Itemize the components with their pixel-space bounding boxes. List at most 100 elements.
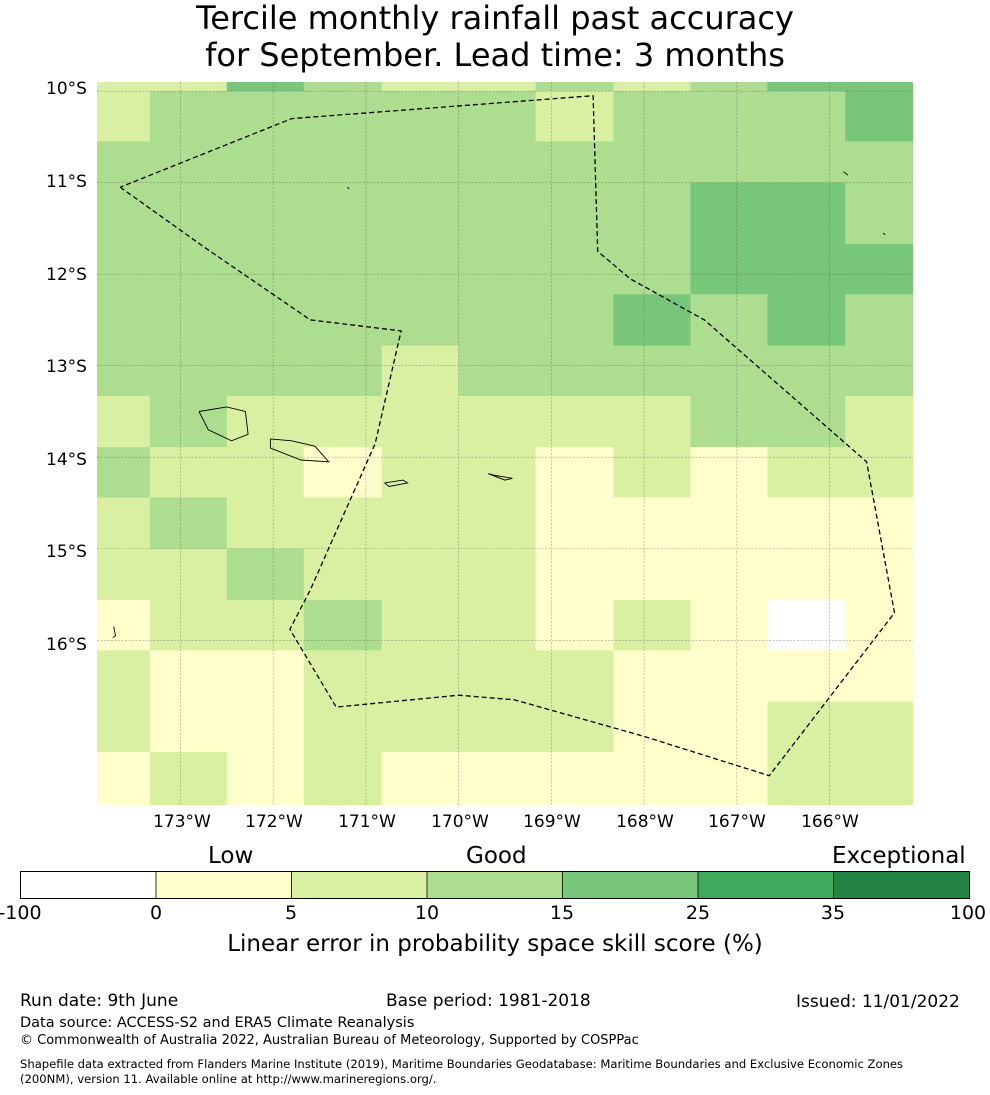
grid-cell — [97, 91, 151, 143]
colorbar-frame — [20, 871, 970, 899]
grid-cell — [226, 141, 305, 184]
colorbar-swatch-3 — [427, 871, 563, 899]
grid-cell — [226, 91, 305, 143]
grid-cell — [767, 243, 846, 295]
grid-cell — [690, 600, 769, 651]
grid-cell — [535, 751, 615, 805]
grid-cell — [149, 497, 228, 550]
grid-cell — [458, 548, 537, 601]
grid-cell — [97, 182, 151, 245]
lat-label-14s: 14°S — [46, 450, 87, 470]
grid-cell — [226, 497, 305, 550]
island-outline — [488, 473, 513, 481]
grid-cell — [535, 141, 615, 184]
grid-cell — [535, 82, 615, 92]
grid-cell — [767, 395, 846, 448]
grid-cell — [97, 548, 151, 601]
grid-cell — [458, 395, 537, 448]
grid-cell — [97, 294, 151, 347]
grid-cell — [149, 91, 228, 143]
grid-cell — [767, 141, 846, 184]
grid-cell — [613, 548, 692, 601]
grid-cell — [845, 141, 913, 184]
grid-cell — [97, 600, 151, 651]
grid-cell — [613, 447, 692, 499]
grid-cell — [767, 600, 846, 651]
grid-cell — [381, 650, 460, 703]
grid-cell — [613, 497, 692, 550]
grid-cell — [97, 497, 151, 550]
colorbar-swatch-1 — [156, 871, 292, 899]
skill-map — [97, 82, 913, 805]
grid-cell — [458, 600, 537, 651]
grid-cell — [97, 395, 151, 448]
grid-cell — [226, 395, 305, 448]
grid-cell — [767, 345, 846, 397]
graticule — [97, 82, 913, 805]
issued-date: Issued: 11/01/2022 — [796, 992, 960, 1012]
grid-cell — [97, 650, 151, 703]
lon-label-167w: 167°W — [708, 812, 766, 832]
grid-cell — [458, 243, 537, 295]
title-line-1: Tercile monthly rainfall past accuracy — [196, 0, 794, 37]
colorbar-tick-6: 35 — [820, 902, 846, 924]
grid-cell — [613, 701, 692, 753]
grid-cell — [845, 497, 913, 550]
grid-cell — [458, 497, 537, 550]
grid-cell — [845, 395, 913, 448]
colorbar-swatch-5 — [698, 871, 834, 899]
grid-cell — [535, 243, 615, 295]
grid-cell — [381, 82, 460, 92]
grid-cell — [690, 751, 769, 805]
grid-cell — [845, 345, 913, 397]
colorbar — [20, 871, 970, 899]
grid-cell — [845, 294, 913, 347]
data-source: Data source: ACCESS-S2 and ERA5 Climate … — [20, 1015, 415, 1031]
grid-cell — [149, 82, 228, 92]
grid-cell — [381, 141, 460, 184]
grid-cell — [149, 294, 228, 347]
grid-cell — [613, 243, 692, 295]
grid-cell — [458, 82, 537, 92]
grid-cell — [381, 447, 460, 499]
grid-cell — [381, 243, 460, 295]
grid-cell — [381, 91, 460, 143]
grid-cell — [845, 701, 913, 753]
grid-cell — [535, 294, 615, 347]
title-line-2: for September. Lead time: 3 months — [205, 36, 785, 74]
grid-cell — [303, 701, 383, 753]
grid-cell — [690, 395, 769, 448]
colorbar-tier-low: Low — [208, 843, 254, 869]
eez-boundary-line — [119, 95, 896, 777]
coastlines — [112, 171, 886, 638]
grid-cell — [226, 600, 305, 651]
base-period: Base period: 1981-2018 — [386, 991, 591, 1011]
grid-cell — [613, 294, 692, 347]
grid-cell — [97, 82, 151, 92]
grid-cell — [97, 701, 151, 753]
grid-cell — [381, 497, 460, 550]
grid-cell — [226, 650, 305, 703]
grid-cell — [381, 701, 460, 753]
colorbar-tick-4: 15 — [549, 902, 575, 924]
colorbar-swatch-2 — [291, 871, 427, 899]
shapefile-credit-line-2: (200NM), version 11. Available online at… — [20, 1072, 437, 1086]
colorbar-tick-3: 10 — [414, 902, 440, 924]
grid-cell — [303, 82, 383, 92]
island-outline — [198, 406, 249, 442]
colorbar-tier-exceptional: Exceptional — [832, 843, 966, 869]
grid-cell — [226, 447, 305, 499]
grid-cell — [381, 345, 460, 397]
lon-label-171w: 171°W — [338, 812, 396, 832]
grid-cell — [767, 497, 846, 550]
grid-cell — [149, 141, 228, 184]
grid-cell — [381, 294, 460, 347]
colorbar-swatch-4 — [562, 871, 698, 899]
grid-cell — [767, 182, 846, 245]
shapefile-credit-line-1: Shapefile data extracted from Flanders M… — [20, 1057, 904, 1071]
grid-cell — [97, 447, 151, 499]
grid-cell — [149, 395, 228, 448]
grid-cell — [690, 294, 769, 347]
grid-cell — [381, 548, 460, 601]
grid-cell — [149, 243, 228, 295]
